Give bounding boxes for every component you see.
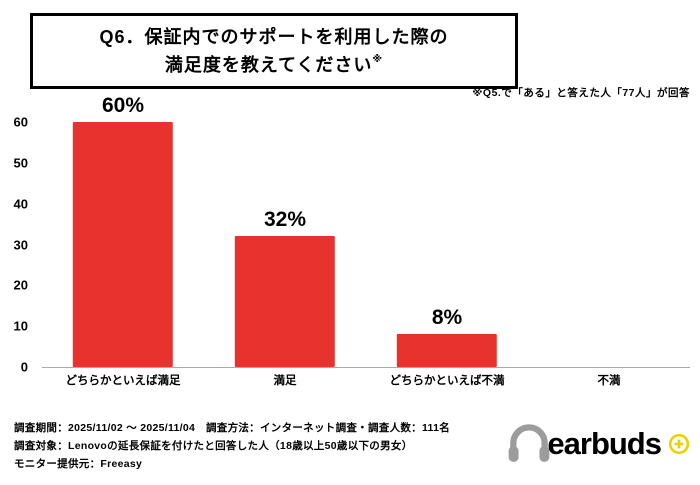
y-axis: 0 10 20 30 40 50 60 (0, 116, 34, 374)
headphones-icon (505, 419, 553, 470)
y-tick-label: 0 (20, 359, 28, 375)
earbuds-logo: ear buds (505, 414, 690, 474)
plot-area: 60% 32% 8% (42, 95, 690, 368)
title-asterisk: ※ (372, 53, 384, 65)
chart-title-line2: 満足度を教えてください※ (37, 52, 511, 80)
plus-circle-icon (668, 433, 690, 455)
survey-monitor-provider: モニター提供元：Freeasy (14, 457, 143, 470)
bar-slot: 8% (366, 122, 528, 367)
y-tick-label: 10 (13, 318, 28, 334)
logo-text-ear: ear (547, 426, 592, 461)
y-tick-label: 50 (13, 155, 28, 171)
logo-text-buds: buds (590, 426, 662, 461)
bar-slot: 32% (204, 122, 366, 367)
x-category-label: 不満 (597, 375, 621, 387)
chart-title-line2-text: 満足度を教えてください (164, 54, 373, 75)
chart-title-box: Q6．保証内でのサポートを利用した際の 満足度を教えてください※ (30, 13, 518, 89)
x-axis: どちらかといえば満足 満足 どちらかといえば不満 不満 (42, 372, 690, 388)
bar-2 (396, 334, 498, 367)
survey-period-method: 調査期間：2025/11/02 ～ 2025/11/04 調査方法：インターネッ… (14, 422, 451, 434)
y-tick-label: 20 (13, 277, 28, 293)
x-category-label: どちらかといえば不満 (389, 375, 505, 387)
bar-1 (234, 236, 336, 367)
bar-value-label: 60% (101, 94, 145, 117)
y-tick-label: 40 (13, 196, 28, 212)
bar-slot (528, 122, 690, 367)
y-tick-label: 30 (13, 237, 28, 252)
chart-title-line1: Q6．保証内でのサポートを利用した際の (99, 27, 449, 47)
bar-value-label: 8% (431, 306, 463, 330)
bar-slot: 60% (42, 95, 204, 367)
bar-0 (72, 122, 174, 367)
survey-meta: 調査期間：2025/11/02 ～ 2025/11/04 調査方法：インターネッ… (14, 420, 450, 474)
survey-target: 調査対象：Lenovoの延長保証を付けたと回答した人（18歳以上50歳以下の男女… (14, 439, 413, 452)
x-category-label: どちらかといえば満足 (65, 375, 181, 387)
footnote: ※Q5.で「ある」と答えた人「77人」が回答 (472, 87, 690, 99)
x-category-label: 満足 (273, 375, 297, 387)
bar-value-label: 32% (263, 208, 307, 232)
y-tick-label: 60 (13, 114, 28, 130)
